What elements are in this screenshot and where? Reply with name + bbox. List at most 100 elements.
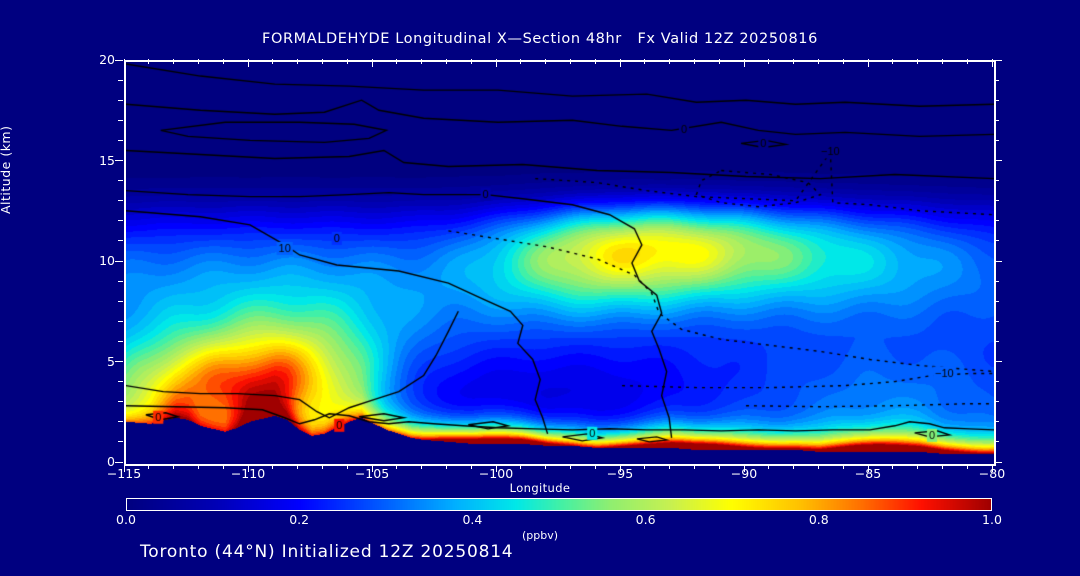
x-axis-tick-label: −85	[854, 466, 882, 481]
x-axis-major-tick	[991, 464, 993, 472]
y-axis-minor-tick-right	[994, 200, 999, 202]
y-axis-minor-tick	[118, 220, 123, 222]
x-axis-minor-tick-top	[445, 59, 447, 64]
x-axis-major-tick-top	[247, 59, 249, 67]
x-axis-minor-tick-top	[842, 59, 844, 64]
colorbar-units-label: (ppbv)	[521, 529, 559, 542]
y-axis-minor-tick-right	[994, 220, 999, 222]
x-axis-minor-tick-top	[421, 59, 423, 64]
y-axis-minor-tick	[118, 240, 123, 242]
x-axis-major-tick	[123, 464, 125, 472]
y-axis-major-tick-right	[994, 59, 1002, 61]
x-axis-minor-tick	[346, 464, 348, 469]
cross-section-plot-area	[124, 60, 996, 466]
x-axis-major-tick-top	[867, 59, 869, 67]
x-axis-tick-label: −105	[354, 466, 390, 481]
x-axis-tick-label: −100	[478, 466, 514, 481]
x-axis-major-tick	[247, 464, 249, 472]
x-axis-label: Longitude	[509, 481, 571, 495]
x-axis-major-tick-top	[371, 59, 373, 67]
x-axis-minor-tick-top	[768, 59, 770, 64]
y-axis-minor-tick	[118, 401, 123, 403]
y-axis-minor-tick	[118, 300, 123, 302]
x-axis-major-tick-top	[743, 59, 745, 67]
y-axis-minor-tick-right	[994, 320, 999, 322]
x-axis-minor-tick-top	[644, 59, 646, 64]
y-axis-minor-tick	[118, 340, 123, 342]
y-axis-minor-tick	[118, 320, 123, 322]
x-axis-minor-tick-top	[470, 59, 472, 64]
y-axis-minor-tick	[118, 441, 123, 443]
y-axis-tick-label: 15	[99, 152, 115, 168]
x-axis-minor-tick-top	[693, 59, 695, 64]
x-axis-minor-tick-top	[569, 59, 571, 64]
y-axis-minor-tick-right	[994, 240, 999, 242]
x-axis-minor-tick-top	[545, 59, 547, 64]
x-axis-minor-tick	[917, 464, 919, 469]
x-axis-tick-label: −110	[230, 466, 266, 481]
x-axis-major-tick-top	[123, 59, 125, 67]
x-axis-minor-tick	[272, 464, 274, 469]
x-axis-minor-tick-top	[941, 59, 943, 64]
y-axis-minor-tick	[118, 381, 123, 383]
y-axis-minor-tick-right	[994, 79, 999, 81]
y-axis-minor-tick	[118, 180, 123, 182]
y-axis-major-tick-right	[994, 461, 1002, 463]
x-axis-major-tick	[743, 464, 745, 472]
x-axis-minor-tick-top	[396, 59, 398, 64]
y-axis-minor-tick-right	[994, 180, 999, 182]
y-axis-minor-tick	[118, 421, 123, 423]
y-axis-tick-label: 5	[107, 353, 115, 369]
x-axis-minor-tick	[718, 464, 720, 469]
x-axis-tick-label: −80	[978, 466, 1006, 481]
y-axis-minor-tick	[118, 139, 123, 141]
x-axis-minor-tick	[644, 464, 646, 469]
y-axis-minor-tick-right	[994, 119, 999, 121]
x-axis-minor-tick-top	[321, 59, 323, 64]
x-axis-minor-tick-top	[222, 59, 224, 64]
y-axis-minor-tick-right	[994, 381, 999, 383]
y-axis-major-tick	[115, 59, 123, 61]
x-axis-major-tick	[867, 464, 869, 472]
x-axis-minor-tick-top	[297, 59, 299, 64]
x-axis-minor-tick	[148, 464, 150, 469]
x-axis-minor-tick	[892, 464, 894, 469]
y-axis-minor-tick	[118, 280, 123, 282]
heatmap-canvas	[126, 62, 994, 464]
y-axis-tick-label: 0	[107, 454, 115, 469]
x-axis-major-tick	[495, 464, 497, 472]
y-axis-minor-tick	[118, 99, 123, 101]
y-axis-minor-tick	[118, 200, 123, 202]
x-axis-minor-tick	[396, 464, 398, 469]
x-axis-minor-tick-top	[272, 59, 274, 64]
y-axis-tick-label: 10	[99, 253, 115, 268]
y-axis-minor-tick-right	[994, 300, 999, 302]
x-axis-minor-tick	[768, 464, 770, 469]
x-axis-minor-tick	[297, 464, 299, 469]
colorbar-tick-label: 0.2	[289, 512, 310, 527]
x-axis-minor-tick-top	[917, 59, 919, 64]
x-axis-minor-tick	[421, 464, 423, 469]
x-axis-major-tick-top	[619, 59, 621, 67]
colorbar-gradient	[127, 499, 991, 510]
x-axis-minor-tick-top	[718, 59, 720, 64]
x-axis-minor-tick	[569, 464, 571, 469]
colorbar-tick-label: 0.8	[808, 512, 829, 527]
x-axis-minor-tick	[594, 464, 596, 469]
y-axis-major-tick-right	[994, 260, 1002, 262]
x-axis-minor-tick-top	[197, 59, 199, 64]
y-axis-minor-tick-right	[994, 421, 999, 423]
y-axis-major-tick	[115, 361, 123, 362]
x-axis-major-tick-top	[991, 59, 993, 67]
x-axis-minor-tick-top	[817, 59, 819, 64]
x-axis-tick-label: −115	[106, 466, 142, 481]
y-axis-minor-tick-right	[994, 401, 999, 403]
y-axis-minor-tick-right	[994, 99, 999, 101]
x-axis-minor-tick	[470, 464, 472, 469]
x-axis-minor-tick	[197, 464, 199, 469]
x-axis-major-tick	[371, 464, 373, 472]
x-axis-minor-tick-top	[148, 59, 150, 64]
y-axis-label: Altitude (km)	[0, 125, 13, 215]
x-axis-minor-tick	[545, 464, 547, 469]
